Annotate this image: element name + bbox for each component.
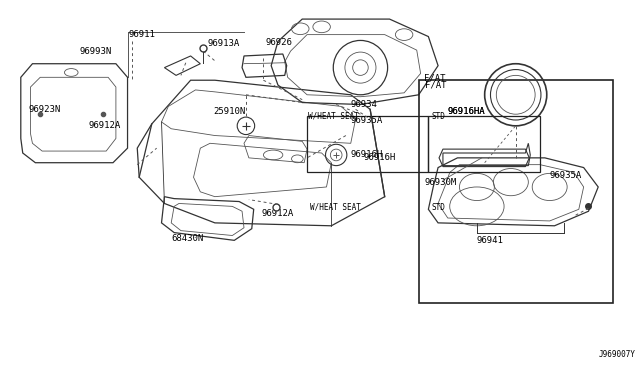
Text: F/AT: F/AT (426, 81, 447, 90)
Text: F/AT: F/AT (424, 74, 446, 83)
Bar (428, 116, 540, 172)
Bar (419, 80, 612, 304)
Text: 25910N: 25910N (213, 107, 245, 116)
Text: 96916H: 96916H (351, 150, 383, 160)
Text: W/HEAT SEAT: W/HEAT SEAT (308, 112, 359, 121)
Text: 96935A: 96935A (550, 171, 582, 180)
Text: STD: STD (431, 203, 445, 212)
Text: 96912A: 96912A (89, 121, 121, 130)
Text: 96916HA: 96916HA (448, 107, 485, 116)
Text: 96912A: 96912A (262, 209, 294, 218)
Text: W/HEAT SEAT: W/HEAT SEAT (310, 203, 361, 212)
Text: 96941: 96941 (477, 236, 504, 245)
Text: 96926: 96926 (266, 38, 292, 47)
Text: J969007Y: J969007Y (598, 350, 636, 359)
Text: 96923N: 96923N (29, 105, 61, 114)
Text: 96916H: 96916H (364, 153, 396, 162)
Text: 96911: 96911 (129, 30, 156, 39)
Text: 96913A: 96913A (207, 39, 239, 48)
Text: 96993N: 96993N (79, 46, 111, 55)
Text: 96935A: 96935A (351, 116, 383, 125)
Text: 68430N: 68430N (172, 234, 204, 243)
Text: 96930M: 96930M (424, 177, 457, 187)
Text: 96934: 96934 (351, 100, 378, 109)
Bar (307, 116, 428, 172)
Text: 96916HA: 96916HA (448, 107, 485, 116)
Text: STD: STD (431, 112, 445, 121)
